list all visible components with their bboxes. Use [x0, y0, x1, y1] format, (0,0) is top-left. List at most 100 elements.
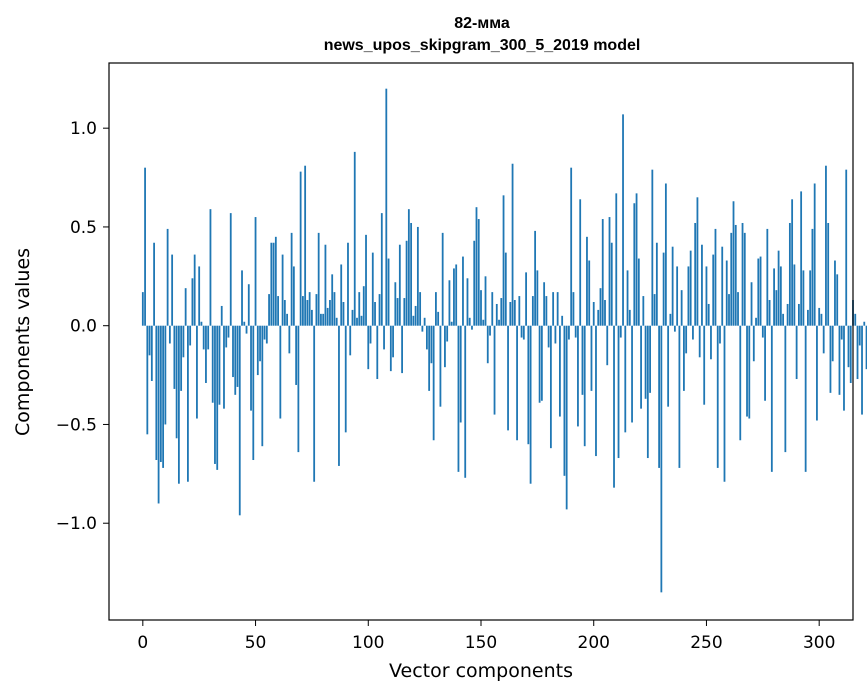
bar-128: [430, 325, 433, 364]
bar-286: [786, 303, 789, 326]
bar-12: [168, 325, 171, 344]
chart-title: 82-мма: [454, 15, 510, 32]
bar-276: [764, 325, 766, 401]
bar-272: [755, 317, 757, 326]
bar-247: [698, 325, 701, 358]
bar-62: [281, 254, 284, 326]
y-tick-label: −0.5: [56, 415, 97, 435]
x-axis-ticks: 0 50 100 150 200 250 300: [137, 620, 835, 653]
bar-277: [766, 228, 769, 326]
bar-212: [619, 325, 622, 338]
bar-281: [775, 290, 778, 326]
bar-219: [635, 193, 638, 326]
bar-262: [732, 201, 735, 326]
bar-302: [822, 325, 825, 354]
bar-132: [439, 325, 442, 407]
bar-19: [184, 288, 187, 326]
bar-25: [198, 266, 201, 326]
bar-146: [471, 325, 473, 330]
bar-145: [468, 317, 471, 326]
y-axis-label: Components values: [12, 248, 34, 436]
bar-186: [561, 315, 564, 326]
bar-33: [216, 325, 219, 470]
bar-155: [491, 292, 494, 326]
bar-191: [572, 292, 575, 326]
bar-95: [356, 317, 358, 326]
bar-211: [617, 325, 620, 459]
bar-283: [779, 266, 782, 326]
bar-49: [252, 325, 255, 461]
bar-279: [770, 325, 773, 472]
bar-251: [707, 303, 710, 326]
bar-72: [304, 165, 307, 326]
bar-305: [829, 325, 832, 393]
bar-303: [825, 165, 827, 326]
bar-134: [444, 325, 446, 368]
bar-213: [622, 114, 624, 326]
bar-94: [353, 151, 356, 326]
bar-5: [153, 242, 155, 326]
x-tick-label: 100: [352, 633, 384, 653]
bar-30: [209, 209, 212, 326]
bar-240: [683, 325, 685, 391]
bar-107: [383, 325, 385, 350]
bar-296: [809, 270, 812, 326]
bar-314: [849, 325, 852, 383]
bar-183: [554, 325, 557, 344]
bar-34: [218, 325, 221, 405]
bar-64: [286, 313, 289, 326]
bar-233: [667, 325, 670, 407]
bar-245: [694, 222, 697, 326]
bar-9: [162, 325, 165, 468]
x-axis-label: Vector components: [389, 660, 573, 682]
bar-6: [155, 325, 158, 461]
bar-23: [193, 254, 196, 326]
bar-16: [177, 325, 180, 484]
bar-11: [166, 228, 169, 326]
bar-84: [331, 274, 334, 326]
bar-137: [450, 321, 453, 326]
bar-60: [277, 296, 279, 326]
bar-239: [680, 290, 683, 326]
bar-292: [800, 191, 803, 326]
bar-258: [723, 325, 726, 482]
bar-170: [525, 272, 527, 326]
bar-112: [394, 282, 397, 326]
bar-10: [164, 325, 167, 425]
bar-200: [592, 302, 595, 326]
bar-295: [807, 309, 809, 326]
bar-221: [640, 325, 642, 409]
bar-35: [220, 305, 223, 326]
bar-178: [543, 282, 546, 326]
bar-150: [480, 290, 482, 326]
bar-256: [719, 325, 721, 344]
y-axis-ticks: −1.0 −0.5 0.0 0.5 1.0: [56, 119, 109, 534]
bar-8: [159, 325, 162, 462]
bar-182: [552, 292, 555, 326]
bar-235: [671, 246, 674, 326]
bar-159: [500, 298, 503, 326]
bar-122: [416, 226, 419, 326]
bar-173: [531, 296, 534, 326]
bar-97: [360, 315, 363, 326]
bar-141: [459, 325, 462, 423]
bar-164: [511, 163, 514, 326]
bar-208: [610, 242, 613, 326]
bar-131: [437, 311, 440, 326]
bar-144: [466, 278, 469, 326]
bar-290: [795, 325, 798, 380]
bar-307: [834, 260, 836, 326]
bar-50: [254, 217, 257, 326]
bar-106: [380, 213, 383, 326]
bar-32: [214, 325, 216, 464]
bar-241: [685, 325, 688, 354]
bar-165: [513, 300, 516, 326]
bar-229: [658, 325, 661, 468]
bar-101: [369, 325, 372, 344]
bar-172: [529, 325, 532, 484]
bar-202: [597, 309, 600, 326]
bar-293: [802, 270, 805, 326]
bar-15: [175, 325, 178, 439]
bar-120: [412, 315, 415, 326]
bar-55: [265, 325, 268, 344]
